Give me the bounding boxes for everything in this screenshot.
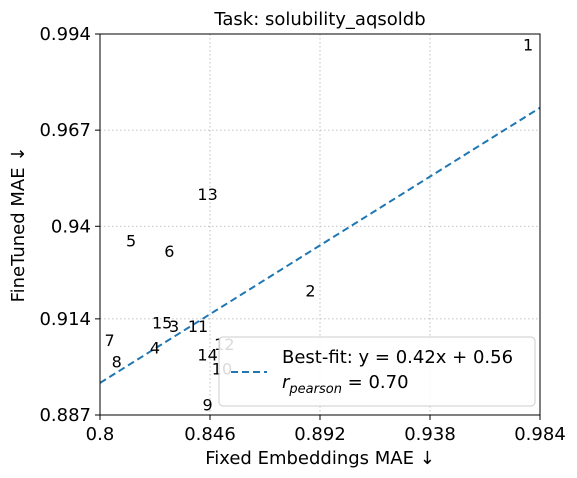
point-label-6: 6 [164,242,174,261]
chart-title: Task: solubility_aqsoldb [213,9,425,30]
y-tick-label: 0.94 [51,216,91,237]
point-label-3: 3 [169,317,179,336]
y-tick-label: 0.967 [39,120,91,141]
x-tick-label: 0.984 [514,424,566,445]
point-label-11: 11 [188,317,208,336]
point-label-15: 15 [152,313,172,332]
point-label-9: 9 [203,395,213,414]
y-tick-label: 0.994 [39,24,91,45]
point-label-13: 13 [197,185,217,204]
x-tick-label: 0.846 [184,424,236,445]
x-axis-title: Fixed Embeddings MAE ↓ [205,448,435,469]
x-tick-label: 0.938 [404,424,456,445]
point-label-1: 1 [523,36,533,55]
y-axis-title: FineTuned MAE ↓ [8,147,29,303]
fit-line-group [99,106,541,384]
x-tick-label: 0.8 [86,424,115,445]
x-tick-label: 0.892 [294,424,346,445]
legend: Best-fit: y = 0.42x + 0.56 rpearson = 0.7… [218,336,536,407]
y-axis-ticks: 0.887 0.914 0.94 0.967 0.994 [39,24,100,426]
point-label-4: 4 [150,338,160,357]
x-axis-ticks: 0.8 0.846 0.892 0.938 0.984 [86,415,566,445]
y-tick-label: 0.887 [39,405,91,426]
point-label-8: 8 [112,353,122,372]
y-tick-label: 0.914 [39,309,91,330]
point-label-2: 2 [305,281,315,300]
legend-box [218,336,536,407]
legend-r-text: rpearson = 0.70 [282,372,409,397]
legend-fit-text: Best-fit: y = 0.42x + 0.56 [282,347,513,368]
point-label-14: 14 [197,345,217,364]
point-label-7: 7 [104,331,114,350]
point-label-5: 5 [126,232,136,251]
fit-line [99,106,541,384]
